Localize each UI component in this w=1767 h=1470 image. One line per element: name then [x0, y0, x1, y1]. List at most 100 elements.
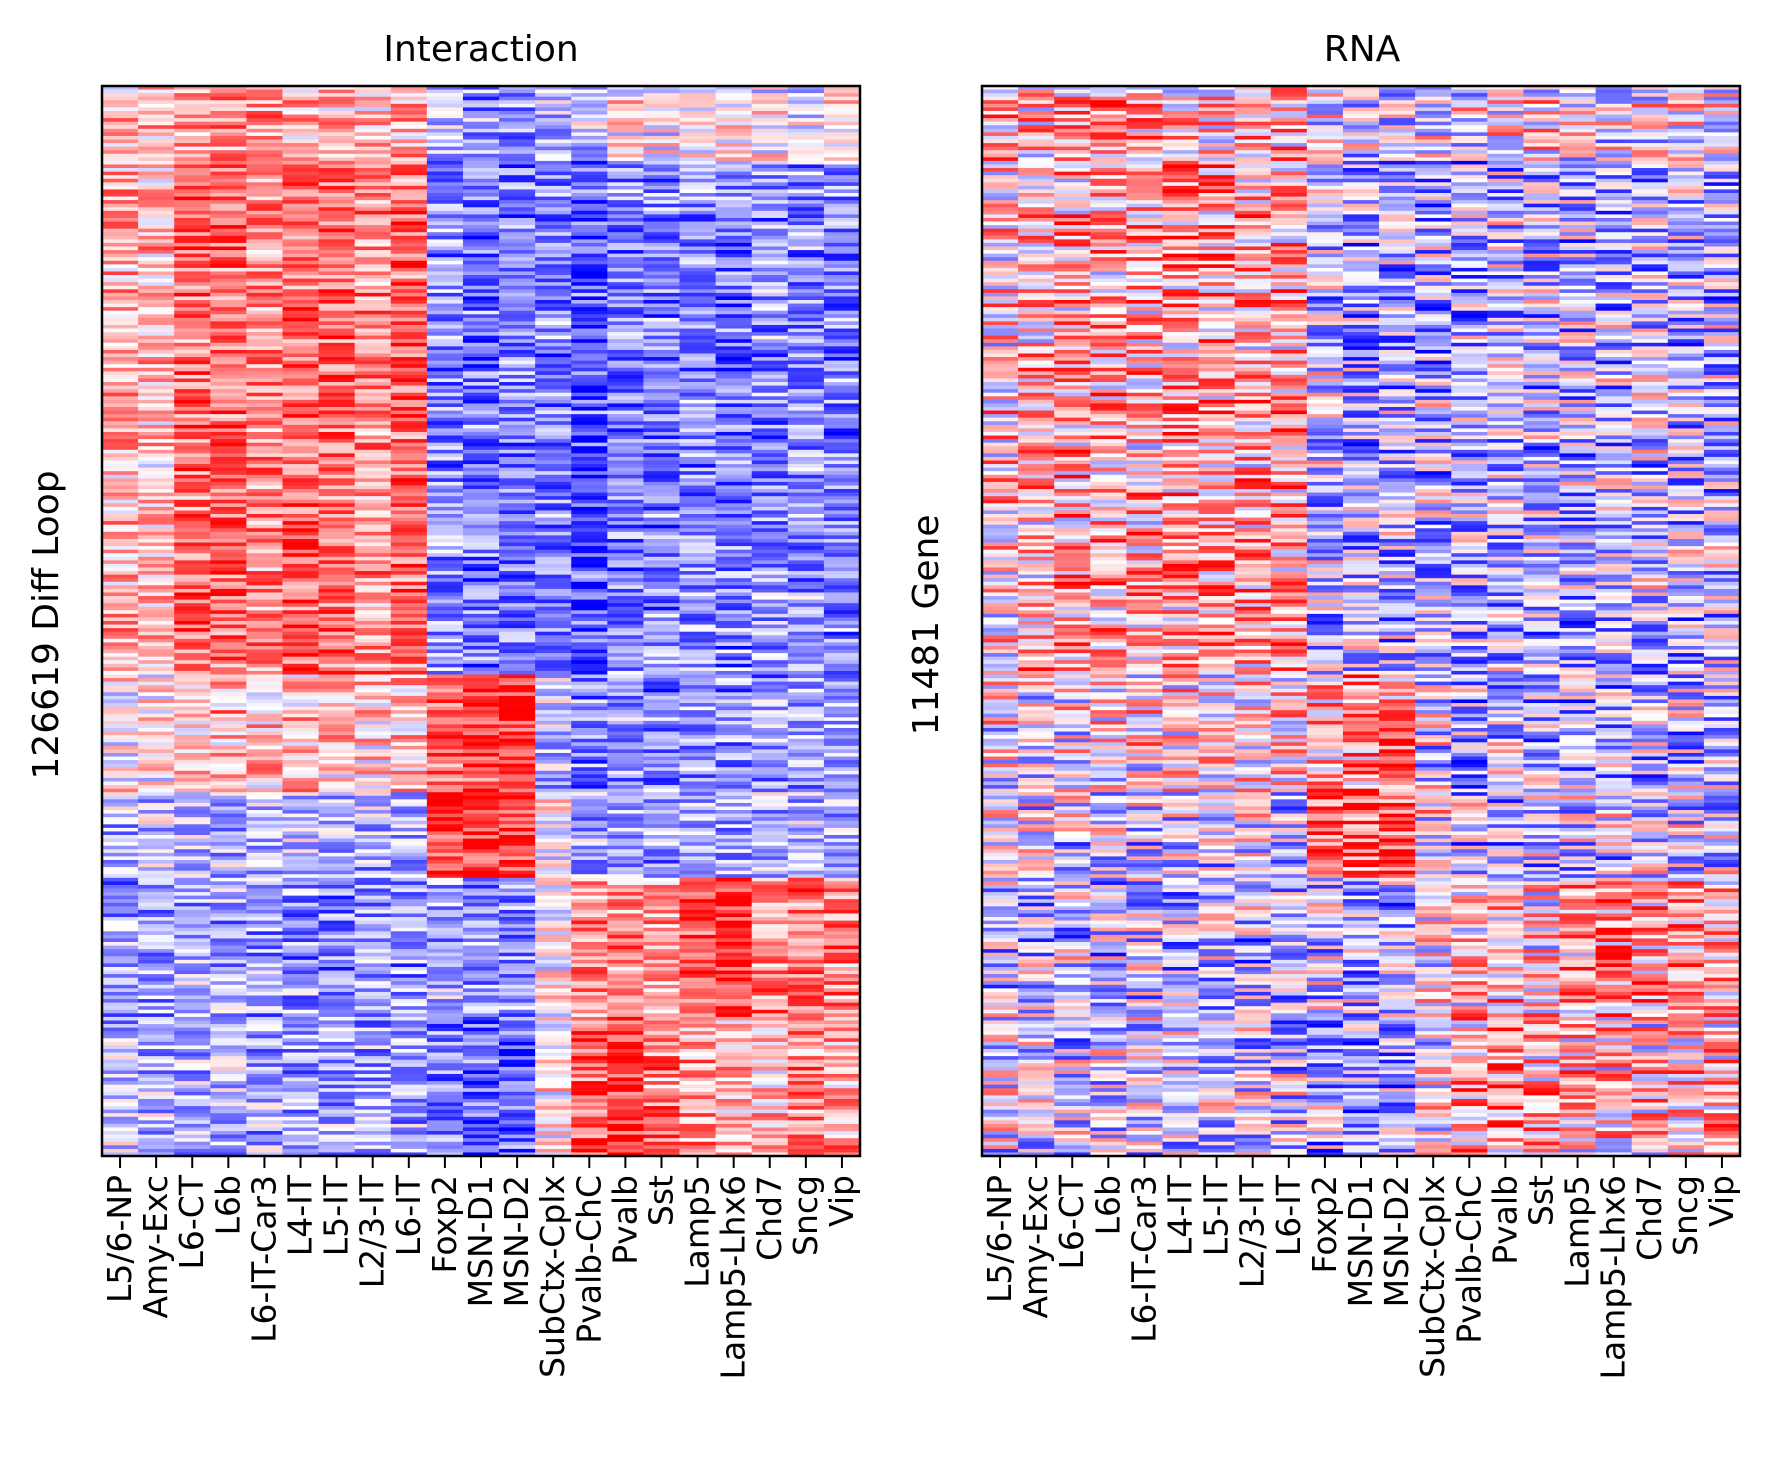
heatmap-cell	[174, 300, 211, 305]
heatmap-cell	[102, 182, 139, 187]
heatmap-cell	[102, 767, 139, 772]
heatmap-cell	[390, 817, 428, 822]
heatmap-cell	[102, 752, 139, 758]
heatmap-cell	[751, 703, 789, 708]
heatmap-cell	[138, 603, 175, 608]
heatmap-cell	[282, 927, 320, 932]
heatmap-cell	[210, 720, 247, 726]
heatmap-cell	[571, 214, 608, 219]
heatmap-cell	[715, 674, 753, 679]
heatmap-cell	[246, 692, 284, 697]
heatmap-cell	[499, 888, 536, 893]
heatmap-cell	[499, 250, 536, 255]
heatmap-cell	[715, 246, 753, 251]
heatmap-cell	[246, 303, 284, 308]
heatmap-cell	[174, 521, 211, 526]
heatmap-cell	[787, 471, 825, 476]
heatmap-cell	[210, 563, 247, 569]
heatmap-cell	[499, 407, 536, 412]
heatmap-cell	[354, 225, 392, 230]
heatmap-cell	[390, 449, 428, 454]
heatmap-cell	[426, 196, 464, 201]
heatmap-cell	[354, 827, 392, 833]
heatmap-cell	[823, 742, 861, 747]
heatmap-cell	[390, 214, 428, 219]
heatmap-cell	[751, 549, 789, 554]
heatmap-cell	[715, 489, 753, 494]
heatmap-cell	[318, 371, 356, 376]
heatmap-cell	[390, 535, 428, 540]
heatmap-cell	[354, 128, 392, 133]
heatmap-cell	[787, 720, 825, 726]
heatmap-cell	[282, 250, 320, 255]
heatmap-cell	[823, 895, 861, 900]
heatmap-cell	[246, 110, 284, 116]
heatmap-cell	[607, 770, 645, 775]
heatmap-cell	[462, 877, 500, 882]
heatmap-cell	[354, 203, 392, 208]
heatmap-cell	[787, 742, 825, 747]
heatmap-cell	[282, 89, 320, 94]
heatmap-cell	[462, 496, 500, 501]
heatmap-cell	[571, 164, 608, 169]
heatmap-cell	[462, 621, 500, 626]
heatmap-cell	[715, 645, 753, 651]
heatmap-cell	[607, 171, 645, 176]
heatmap-cell	[462, 228, 500, 233]
heatmap-cell	[715, 221, 753, 226]
heatmap-cell	[823, 310, 861, 315]
heatmap-cell	[535, 710, 572, 715]
heatmap-cell	[679, 852, 717, 857]
heatmap-cell	[499, 310, 536, 315]
heatmap-cell	[138, 182, 175, 187]
heatmap-cell	[535, 360, 572, 365]
heatmap-cell	[318, 428, 356, 433]
heatmap-cell	[679, 100, 717, 105]
heatmap-cell	[571, 324, 608, 330]
heatmap-cell	[571, 884, 608, 890]
heatmap-cell	[282, 478, 320, 483]
heatmap-cell	[462, 424, 500, 429]
heatmap-cell	[643, 407, 681, 412]
heatmap-cell	[210, 182, 247, 187]
heatmap-cell	[823, 282, 861, 287]
heatmap-cell	[462, 399, 500, 405]
heatmap-cell	[138, 474, 175, 479]
heatmap-cell	[174, 695, 211, 701]
heatmap-cell	[318, 542, 356, 547]
heatmap-cell	[751, 663, 789, 668]
heatmap-cell	[715, 100, 753, 105]
heatmap-cell	[246, 635, 284, 640]
heatmap-cell	[138, 103, 175, 108]
heatmap-cell	[354, 785, 392, 790]
heatmap-cell	[318, 817, 356, 822]
heatmap-cell	[499, 364, 536, 369]
heatmap-cell	[102, 396, 139, 401]
heatmap-cell	[462, 524, 500, 529]
heatmap-cell	[607, 824, 645, 829]
heatmap-cell	[715, 185, 753, 191]
heatmap-cell	[643, 745, 681, 750]
heatmap-cell	[715, 492, 753, 497]
heatmap-cell	[823, 160, 861, 166]
heatmap-cell	[426, 863, 464, 868]
heatmap-cell	[571, 446, 608, 451]
heatmap-cell	[823, 706, 861, 711]
heatmap-cell	[210, 399, 247, 405]
heatmap-cell	[210, 385, 247, 390]
heatmap-cell	[715, 250, 753, 255]
heatmap-cell	[607, 228, 645, 233]
heatmap-cell	[390, 456, 428, 462]
heatmap-cell	[282, 357, 320, 362]
heatmap-cell	[499, 128, 536, 133]
heatmap-cell	[462, 685, 500, 690]
heatmap-cell	[643, 859, 681, 865]
heatmap-cell	[751, 706, 789, 711]
heatmap-cell	[499, 392, 536, 397]
heatmap-cell	[751, 378, 789, 383]
heatmap-cell	[679, 824, 717, 829]
heatmap-cell	[571, 371, 608, 376]
heatmap-cell	[102, 257, 139, 262]
heatmap-cell	[210, 553, 247, 558]
heatmap-cell	[354, 874, 392, 879]
